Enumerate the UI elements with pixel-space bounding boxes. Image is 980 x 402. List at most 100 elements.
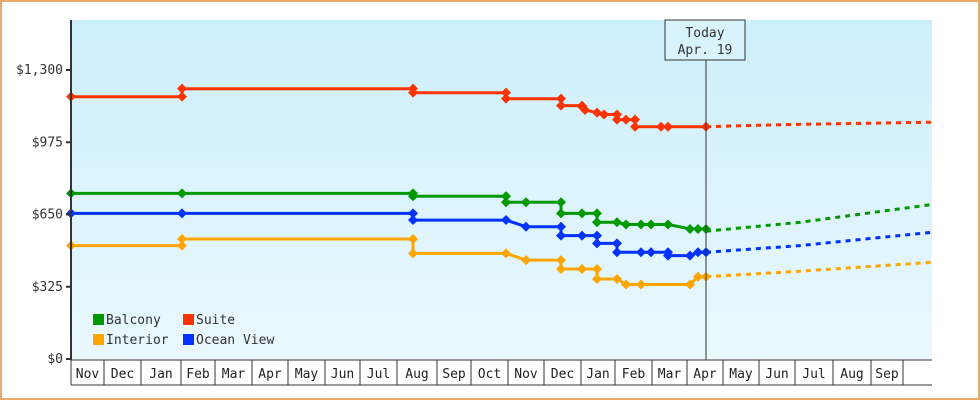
data-point-marker[interactable] [663,250,673,261]
data-point-marker[interactable] [556,263,566,274]
data-point-marker[interactable] [501,197,511,208]
data-point-marker[interactable] [693,223,703,234]
data-point-marker[interactable] [663,219,673,230]
x-month-label: Dec [551,367,574,382]
data-point-marker[interactable] [685,250,695,261]
series-suite [66,83,933,132]
data-point-marker[interactable] [592,273,602,284]
legend-label: Interior [106,333,169,348]
data-point-marker[interactable] [577,230,587,241]
data-point-marker[interactable] [621,114,631,125]
data-point-marker[interactable] [501,248,511,259]
x-month-label: Jun [331,367,354,382]
data-point-marker[interactable] [580,105,590,116]
data-point-marker[interactable] [693,271,703,282]
data-point-marker[interactable] [636,219,646,230]
data-point-marker[interactable] [612,109,622,120]
data-point-marker[interactable] [501,93,511,104]
data-point-marker[interactable] [177,83,187,94]
data-point-marker[interactable] [592,217,602,228]
data-point-marker[interactable] [556,221,566,232]
legend: Balcony Suite Interior Ocean View [93,313,274,348]
data-point-marker[interactable] [556,230,566,241]
series-layer [66,83,933,290]
data-point-marker[interactable] [177,188,187,199]
data-point-marker[interactable] [592,263,602,274]
x-month-label: Nov [76,367,100,382]
data-point-marker[interactable] [408,215,418,226]
x-month-label: Apr [693,367,717,382]
data-point-marker[interactable] [612,238,622,249]
data-point-marker[interactable] [577,263,587,274]
data-point-marker[interactable] [501,215,511,226]
data-point-marker[interactable] [630,121,640,132]
data-point-marker[interactable] [592,107,602,118]
x-month-label: Jan [149,367,172,382]
data-point-marker[interactable] [646,219,656,230]
x-month-label: Mar [222,367,246,382]
data-point-marker[interactable] [501,87,511,98]
data-point-marker[interactable] [408,233,418,244]
data-point-marker[interactable] [577,208,587,219]
data-point-marker[interactable] [685,223,695,234]
data-point-marker[interactable] [636,279,646,290]
data-point-marker[interactable] [177,91,187,102]
x-month-label: Sep [442,367,466,382]
data-point-marker[interactable] [612,217,622,228]
data-point-marker[interactable] [556,255,566,266]
data-point-marker[interactable] [599,109,609,120]
x-month-label: Dec [111,367,134,382]
data-point-marker[interactable] [408,191,418,202]
data-point-marker[interactable] [621,279,631,290]
data-point-marker[interactable] [408,208,418,219]
legend-swatch [93,314,104,325]
x-month-label: Jul [367,367,390,382]
x-month-label: Feb [186,367,210,382]
x-month-label: May [295,367,319,382]
series-interior [66,233,933,290]
legend-swatch [183,314,194,325]
data-point-marker[interactable] [663,121,673,132]
data-point-marker[interactable] [556,93,566,104]
data-point-marker[interactable] [612,247,622,258]
series-ocean-view [66,208,933,261]
data-point-marker[interactable] [521,221,531,232]
data-point-marker[interactable] [621,219,631,230]
data-point-marker[interactable] [612,273,622,284]
data-point-marker[interactable] [630,114,640,125]
data-point-marker[interactable] [556,197,566,208]
data-point-marker[interactable] [693,247,703,258]
data-point-marker[interactable] [592,230,602,241]
data-point-marker[interactable] [592,238,602,249]
x-month-label: May [729,367,753,382]
y-tick-label: $325 [32,280,63,295]
data-point-marker[interactable] [177,208,187,219]
data-point-marker[interactable] [592,208,602,219]
today-date-label: Apr. 19 [678,43,733,58]
data-point-marker[interactable] [685,279,695,290]
legend-label: Suite [196,313,235,328]
data-point-marker[interactable] [521,197,531,208]
y-axis-ticks: $0 $325 $650 $975 $1,300 [16,63,71,367]
data-point-marker[interactable] [408,87,418,98]
x-month-label: Mar [658,367,682,382]
x-axis-months: Nov Dec Jan Feb Mar Apr May Jun Jul Aug Sep Oct Nov D… [70,359,932,386]
data-point-marker[interactable] [556,100,566,111]
x-month-label: Oct [478,367,501,382]
x-month-label: Aug [840,367,863,382]
data-point-marker[interactable] [656,121,666,132]
data-point-marker[interactable] [177,233,187,244]
x-month-label: Aug [405,367,428,382]
data-point-marker[interactable] [177,240,187,251]
today-label: Today [685,26,724,41]
data-point-marker[interactable] [556,208,566,219]
data-point-marker[interactable] [612,114,622,125]
x-month-label: Sep [875,367,899,382]
today-marker: Today Apr. 19 [664,19,746,360]
data-point-marker[interactable] [636,247,646,258]
data-point-marker[interactable] [501,191,511,202]
data-point-marker[interactable] [408,248,418,259]
x-month-label: Apr [258,367,282,382]
data-point-marker[interactable] [521,255,531,266]
data-point-marker[interactable] [646,247,656,258]
